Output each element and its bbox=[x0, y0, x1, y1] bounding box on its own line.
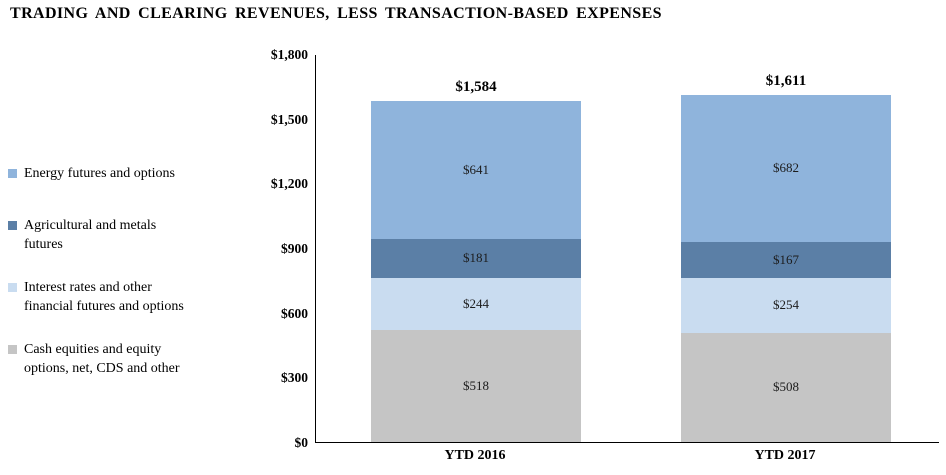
legend-item-label: Energy futures and options bbox=[24, 166, 175, 181]
legend-item-label: Interest rates and other financial futur… bbox=[24, 280, 184, 314]
segment-value-label: $244 bbox=[463, 296, 489, 312]
bar-total-label: $1,584 bbox=[455, 78, 497, 95]
y-axis-tick-label: $1,500 bbox=[270, 111, 308, 127]
x-axis-category-label: YTD 2016 bbox=[444, 448, 506, 463]
y-axis-tick-label: $0 bbox=[294, 435, 309, 450]
segment-value-label: $508 bbox=[773, 379, 799, 395]
y-axis-tick-label: $1,200 bbox=[270, 176, 308, 192]
bar-segment: $254 bbox=[681, 277, 891, 333]
legend-color-swatch-icon bbox=[8, 221, 17, 230]
y-axis: $1,800 $1,500 $1,200 $900 $600 $300 $0 bbox=[0, 0, 308, 475]
legend-item: Agricultural and metals futures bbox=[8, 216, 253, 254]
segment-value-label: $518 bbox=[463, 378, 489, 394]
bar-segment: $641 bbox=[371, 100, 581, 239]
legend-item-label: Cash equities and equity options, net, C… bbox=[24, 342, 180, 376]
chart-title: TRADING AND CLEARING REVENUES, LESS TRAN… bbox=[10, 5, 662, 22]
legend-color-swatch-icon bbox=[8, 169, 17, 178]
y-axis-tick-label: $300 bbox=[281, 370, 308, 386]
segment-value-label: $167 bbox=[773, 251, 799, 267]
bar-total-label: $1,611 bbox=[765, 72, 807, 89]
legend: Energy futures and options Agricultural a… bbox=[8, 164, 253, 402]
y-axis-tick-label: $900 bbox=[281, 241, 308, 256]
bar-segment: $181 bbox=[371, 238, 581, 278]
segment-value-label: $641 bbox=[463, 161, 489, 177]
plot-area: $518 $244 $181 $641 $1,584 $508 $254 $167 $682 $1… bbox=[315, 55, 939, 443]
legend-color-swatch-icon bbox=[8, 345, 17, 354]
y-axis-tick-label: $1,800 bbox=[270, 47, 308, 62]
legend-item-label: Agricultural and metals futures bbox=[24, 218, 157, 252]
bar-segment: $244 bbox=[371, 277, 581, 331]
legend-color-swatch-icon bbox=[8, 283, 17, 292]
y-axis-tick-label: $600 bbox=[281, 305, 308, 321]
segment-value-label: $181 bbox=[463, 250, 489, 266]
bar-segment: $508 bbox=[681, 332, 891, 442]
legend-item: Cash equities and equity options, net, C… bbox=[8, 340, 253, 378]
x-axis: YTD 2016 YTD 2017 bbox=[0, 448, 946, 472]
bar-segment: $682 bbox=[681, 94, 891, 242]
legend-item: Interest rates and other financial futur… bbox=[8, 278, 253, 316]
legend-item: Energy futures and options bbox=[8, 164, 253, 183]
bar-segment: $167 bbox=[681, 241, 891, 278]
segment-value-label: $682 bbox=[773, 160, 799, 176]
x-axis-category-label: YTD 2017 bbox=[754, 448, 816, 463]
bar-segment: $518 bbox=[371, 330, 581, 442]
segment-value-label: $254 bbox=[773, 297, 799, 313]
